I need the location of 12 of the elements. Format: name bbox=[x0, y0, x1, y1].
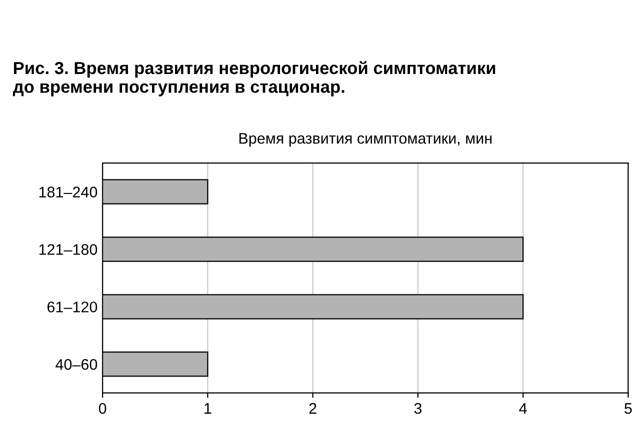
y-tick-label: 181–240 bbox=[39, 186, 98, 198]
chart-title: Рис. 3. Время развития неврологической симптоматики до времени поступления в стационар. bbox=[12, 61, 496, 96]
x-tick-label: 2 bbox=[309, 403, 316, 414]
x-tick-label: 4 bbox=[519, 403, 527, 414]
chart-subtitle: Время развития симптоматики, мин bbox=[239, 133, 492, 147]
x-tick-label: 0 bbox=[98, 403, 106, 414]
y-tick-label: 121–180 bbox=[39, 244, 98, 255]
x-tick-label: 3 bbox=[414, 403, 422, 414]
x-tick-label: 5 bbox=[624, 403, 632, 414]
y-tick-label: 61–120 bbox=[48, 302, 98, 312]
y-tick-label: 40–60 bbox=[56, 359, 98, 370]
x-tick-label: 1 bbox=[204, 403, 212, 414]
